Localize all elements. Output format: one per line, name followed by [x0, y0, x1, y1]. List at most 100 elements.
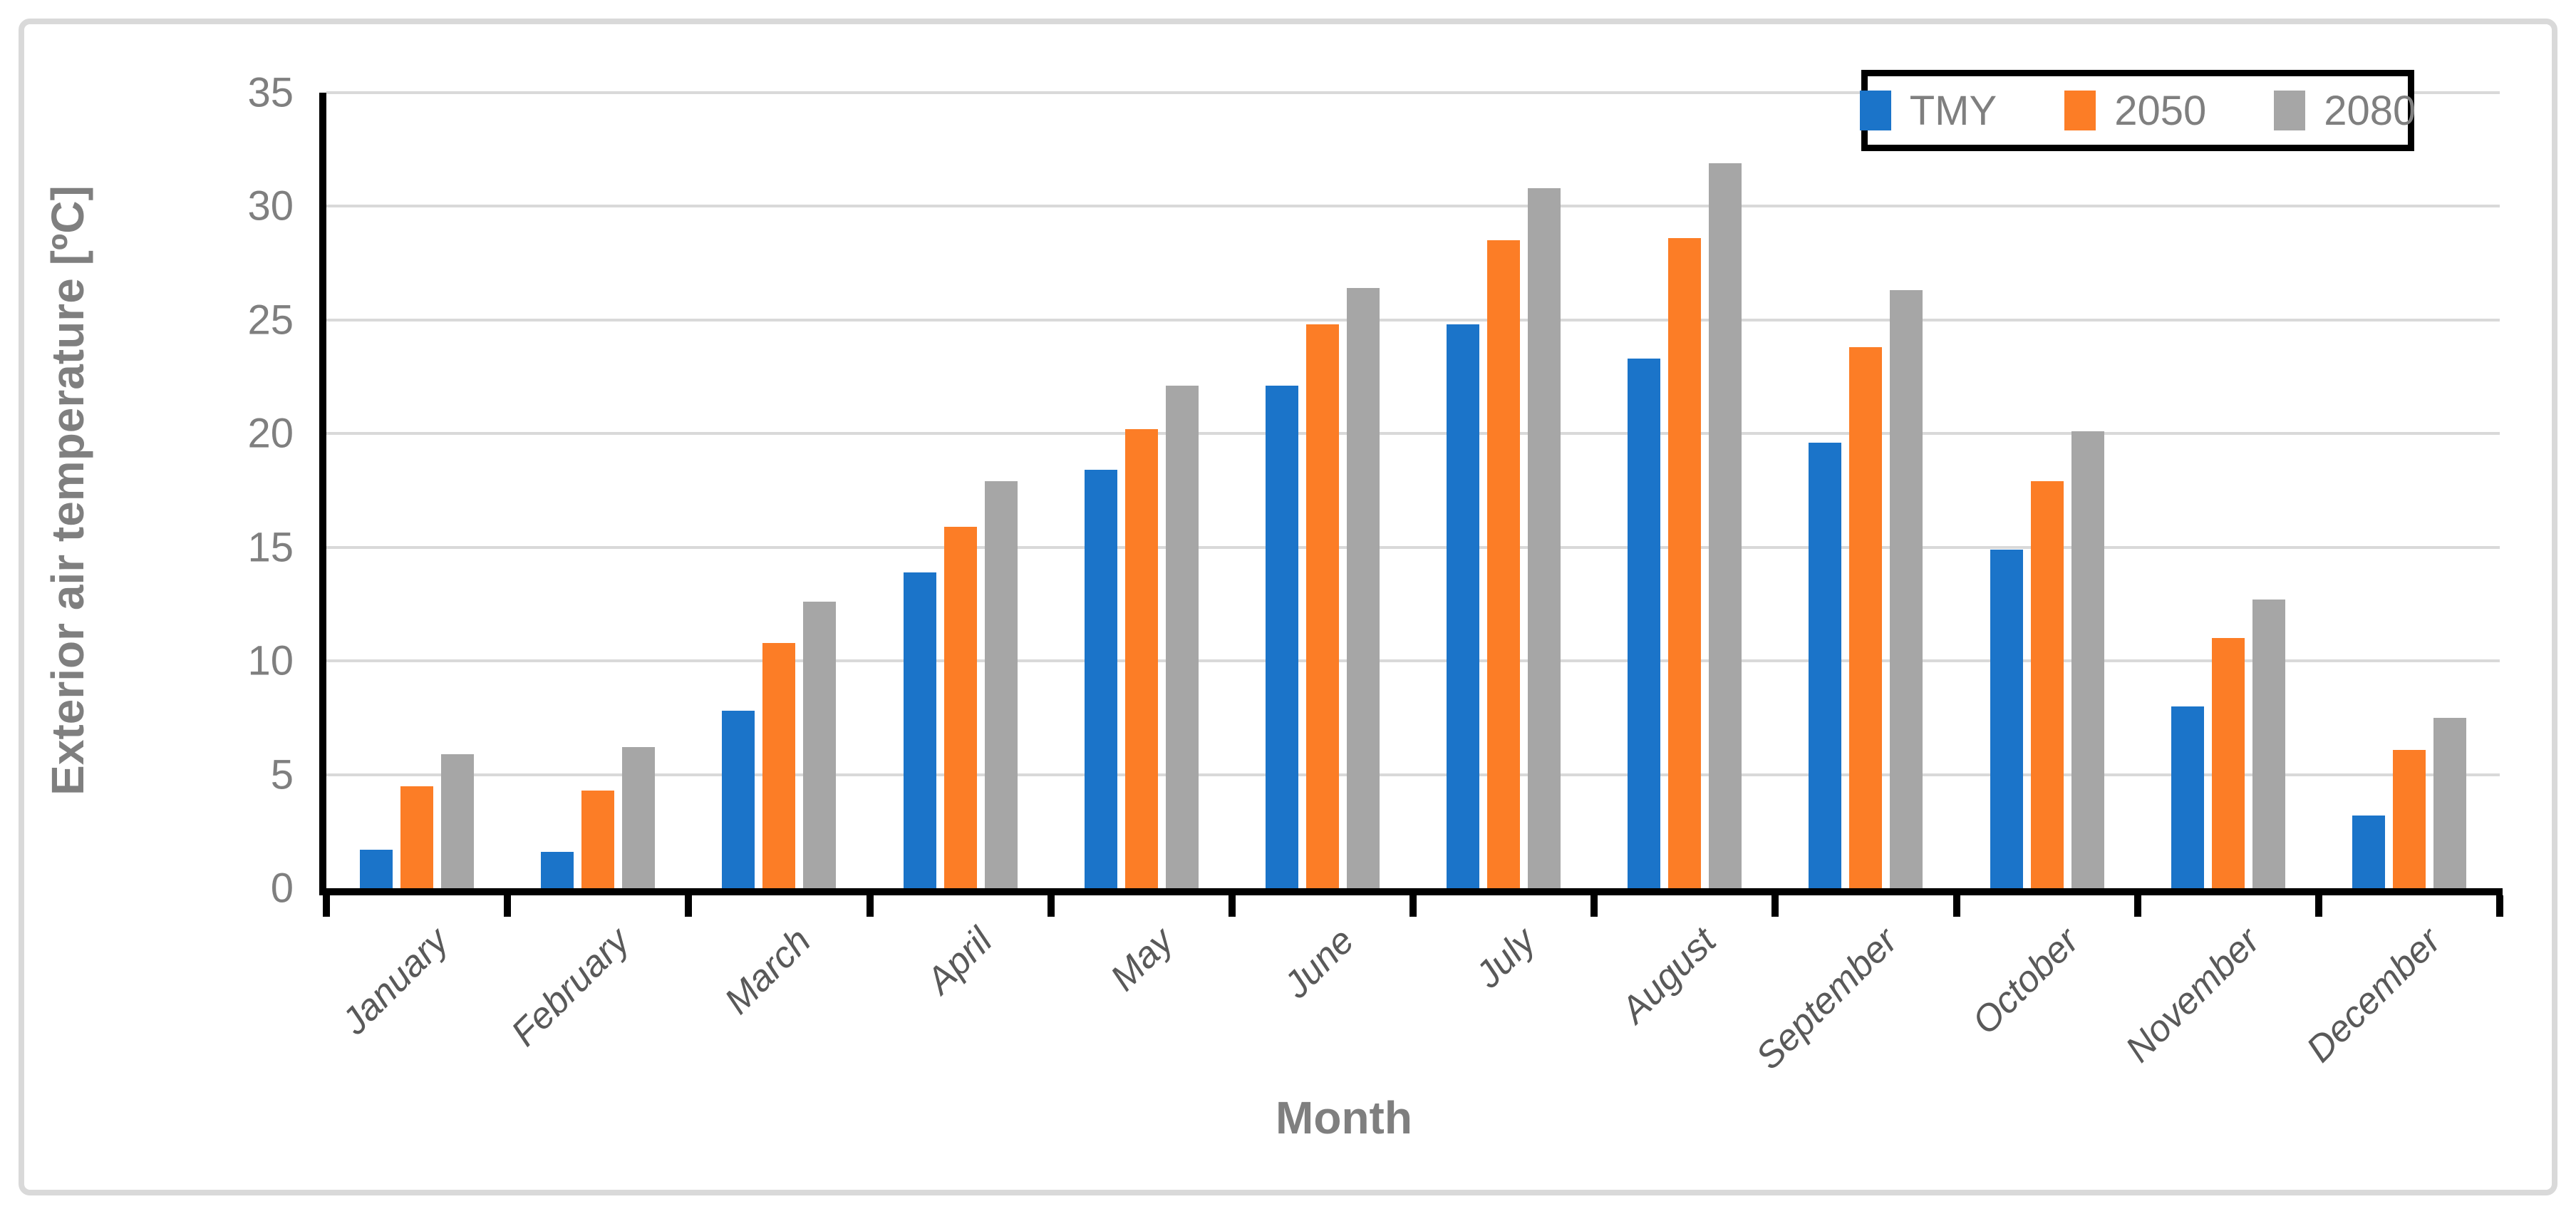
category-group-july — [1413, 93, 1594, 888]
bar-2050-november — [2211, 638, 2245, 888]
bar-2080-may — [1165, 386, 1199, 888]
legend-swatch-2080 — [2274, 91, 2306, 130]
x-tick-11 — [2314, 895, 2322, 917]
bar-2080-april — [984, 481, 1018, 888]
bar-tmy-may — [1084, 470, 1117, 888]
y-axis-line — [319, 93, 326, 895]
category-group-december — [2319, 93, 2500, 888]
x-tick-label-september: September — [1748, 920, 1906, 1078]
x-axis-title: Month — [1276, 1092, 1412, 1143]
bar-tmy-october — [1990, 549, 2023, 888]
legend-item-2050: 2050 — [2064, 87, 2206, 135]
bar-2080-september — [1890, 290, 1923, 888]
x-tick-9 — [1952, 895, 1960, 917]
gridline-25 — [326, 318, 2500, 321]
x-tick-4 — [1047, 895, 1055, 917]
bar-2050-january — [400, 786, 434, 888]
bar-2080-december — [2433, 717, 2466, 888]
category-group-april — [870, 93, 1051, 888]
bar-tmy-august — [1628, 359, 1661, 888]
x-tick-label-may: May — [1102, 920, 1181, 999]
bar-tmy-february — [541, 851, 574, 888]
gridline-35 — [326, 91, 2500, 94]
bar-tmy-september — [1809, 443, 1842, 888]
x-tick-label-november: November — [2117, 920, 2268, 1071]
gridline-30 — [326, 205, 2500, 208]
bar-2080-march — [803, 602, 837, 888]
bar-2080-november — [2252, 600, 2285, 888]
legend-label-tmy: TMY — [1909, 87, 1997, 134]
x-tick-5 — [1228, 895, 1236, 917]
legend-item-tmy: TMY — [1859, 87, 1997, 135]
bar-2050-july — [1487, 240, 1521, 888]
bar-tmy-march — [722, 711, 755, 888]
x-tick-8 — [1771, 895, 1779, 917]
gridline-5 — [326, 773, 2500, 776]
y-tick-label-35: 35 — [247, 69, 294, 116]
x-tick-3 — [866, 895, 874, 917]
y-tick-label-5: 5 — [270, 751, 294, 798]
x-tick-7 — [1590, 895, 1598, 917]
legend-swatch-tmy — [1859, 91, 1891, 130]
bar-2050-march — [762, 642, 796, 888]
x-tick-label-october: October — [1964, 920, 2087, 1043]
y-tick-label-15: 15 — [247, 524, 294, 571]
y-tick-label-20: 20 — [247, 410, 294, 457]
legend-label-2050: 2050 — [2114, 87, 2207, 134]
x-tick-0 — [323, 895, 330, 917]
bar-tmy-june — [1265, 386, 1298, 888]
y-axis-title: Exterior air temperature [ºC] — [42, 185, 93, 796]
legend-item-2080: 2080 — [2274, 87, 2416, 135]
x-tick-label-july: July — [1467, 920, 1543, 997]
bar-2050-may — [1124, 428, 1158, 888]
gridline-10 — [326, 659, 2500, 663]
x-tick-12 — [2496, 895, 2503, 917]
category-group-october — [1957, 93, 2138, 888]
x-tick-label-march: March — [716, 920, 819, 1022]
x-tick-label-june: June — [1276, 920, 1362, 1007]
bar-2080-june — [1346, 288, 1380, 888]
bar-2050-august — [1668, 238, 1702, 888]
category-group-june — [1232, 93, 1413, 888]
bar-2080-august — [1709, 163, 1742, 888]
x-tick-10 — [2133, 895, 2141, 917]
x-tick-label-january: January — [333, 920, 457, 1043]
category-group-february — [507, 93, 688, 888]
legend: TMY 2050 2080 — [1859, 70, 2416, 151]
bar-2050-april — [943, 527, 977, 888]
bar-2080-february — [622, 747, 656, 888]
x-axis-labels: January February March April May June July Augu… — [326, 920, 2500, 1148]
bar-2050-december — [2392, 749, 2426, 888]
y-tick-label-30: 30 — [247, 182, 294, 230]
bar-2080-january — [441, 753, 475, 888]
bar-2050-october — [2030, 481, 2064, 888]
legend-swatch-2050 — [2064, 91, 2096, 130]
x-tick-label-april: April — [918, 920, 1000, 1002]
y-tick-label-25: 25 — [247, 297, 294, 344]
bar-tmy-january — [360, 849, 393, 888]
y-tick-label-10: 10 — [247, 637, 294, 684]
x-axis-line — [319, 888, 2503, 895]
bars-layer — [326, 93, 2500, 888]
x-tick-2 — [685, 895, 693, 917]
category-group-november — [2138, 93, 2319, 888]
gridline-15 — [326, 545, 2500, 549]
plot-area: January February March April May June July Augu… — [247, 70, 2503, 1078]
x-tick-label-december: December — [2299, 920, 2449, 1071]
x-tick-label-august: August — [1613, 920, 1724, 1032]
bar-tmy-december — [2352, 815, 2385, 888]
x-tick-label-february: February — [503, 920, 638, 1054]
bar-2050-june — [1305, 324, 1339, 888]
x-tick-6 — [1409, 895, 1417, 917]
x-tick-1 — [504, 895, 512, 917]
gridline-20 — [326, 432, 2500, 436]
legend-label-2080: 2080 — [2324, 87, 2416, 134]
category-group-january — [326, 93, 507, 888]
bar-tmy-april — [903, 572, 936, 888]
bar-2080-october — [2071, 431, 2104, 888]
bar-2050-february — [581, 790, 615, 888]
bar-tmy-november — [2171, 706, 2204, 888]
bar-tmy-july — [1447, 324, 1480, 888]
category-group-may — [1051, 93, 1232, 888]
